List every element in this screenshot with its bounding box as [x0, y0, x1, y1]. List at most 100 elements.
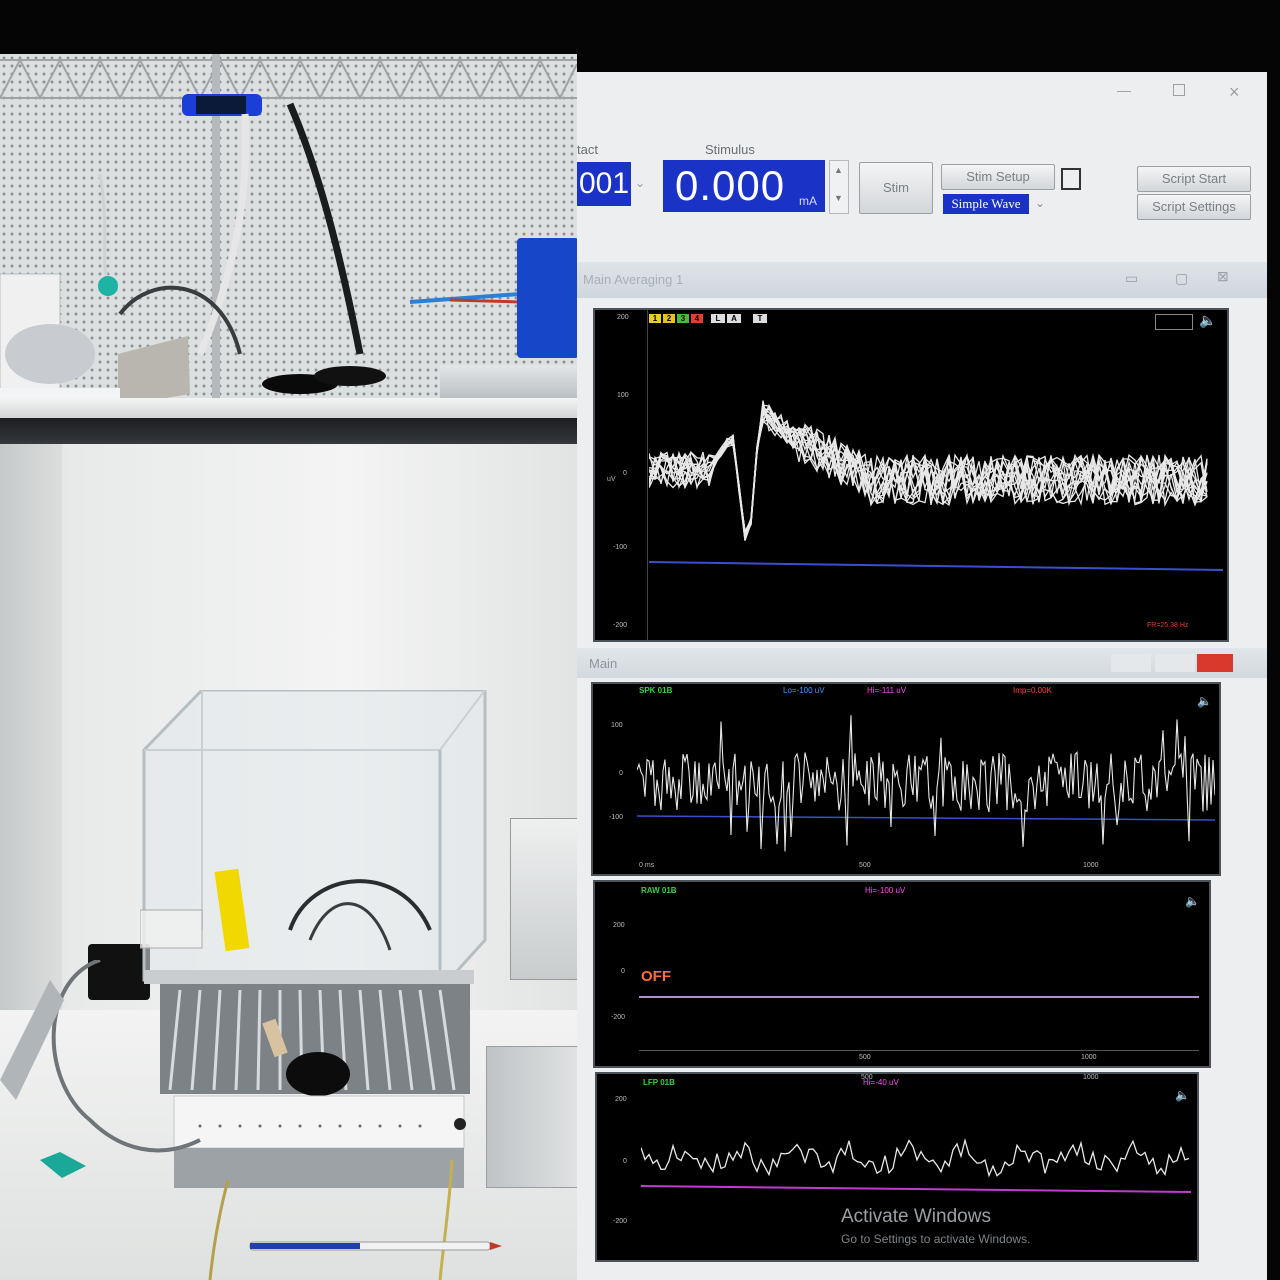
metal-device — [486, 1046, 577, 1188]
wire-rack-and-tubing — [0, 54, 577, 406]
y-tick: 100 — [617, 392, 629, 399]
trace-name: LFP 01B — [643, 1078, 675, 1087]
raw-trace-panel: RAW 01B Hi=-100 uV 🔈 200 0 -200 OFF 500 … — [593, 880, 1211, 1068]
stimulus-field[interactable]: 0.000 mA — [663, 160, 825, 212]
averaging-y-axis: 200 100 0 uV -100 -200 — [595, 310, 648, 640]
x-tick: 1000 — [1083, 862, 1099, 869]
close-icon[interactable] — [1197, 654, 1233, 672]
aluminium-block — [440, 365, 577, 401]
trace-name: SPK 01B — [639, 686, 673, 695]
raw-baseline — [639, 996, 1199, 998]
x-tick: 500 — [861, 1074, 873, 1081]
speaker-icon[interactable]: 🔈 — [1185, 894, 1200, 908]
tab-a[interactable]: A — [727, 314, 741, 323]
minimize-icon[interactable]: ▭ — [1125, 270, 1139, 286]
wave-chevron-icon[interactable]: ⌄ — [1035, 196, 1046, 210]
settings-toggle-icon[interactable] — [1061, 168, 1081, 190]
y-tick: -200 — [613, 1218, 628, 1225]
y-tick: 0 — [623, 1158, 627, 1165]
shelf-edge — [0, 398, 577, 420]
trace-info: Hi=-100 uV — [865, 886, 906, 895]
off-status: OFF — [641, 968, 671, 985]
y-tick: -100 — [609, 814, 624, 821]
averaging-window-title: Main Averaging 1 — [583, 272, 684, 287]
ceiling-dark — [0, 0, 577, 54]
wave-select[interactable]: Simple Wave — [943, 194, 1029, 214]
lfp-trace-panel: LFP 01B Hi=-40 uV 🔈 200 0 -200 500 1000 … — [595, 1072, 1199, 1262]
trace-name: RAW 01B — [641, 886, 677, 895]
averaging-window-titlebar: Main Averaging 1 ▭ ▢ ⊠ — [577, 262, 1267, 298]
fr-readout: FR=25.38 Hz — [1147, 622, 1189, 629]
blue-stimulator-box — [517, 238, 577, 358]
toolbar: tact 001 ⌄ Stimulus 0.000 mA ▲ ▼ Stim St… — [577, 112, 1267, 263]
contact-label: tact — [577, 142, 598, 157]
speaker-icon[interactable]: 🔈 — [1175, 1088, 1190, 1102]
averaged-trace — [649, 419, 1208, 534]
stimulus-value: 0.000 — [675, 162, 786, 209]
close-icon[interactable]: ⊠ — [1217, 268, 1229, 284]
channel-tab-3[interactable]: 3 — [677, 314, 689, 323]
stimulus-label: Stimulus — [705, 142, 755, 157]
channel-tab-4[interactable]: 4 — [691, 314, 703, 323]
trace-info: Imp=0.00K — [1013, 686, 1052, 695]
minimize-icon[interactable]: — — [1117, 82, 1131, 98]
y-tick: 200 — [615, 1096, 627, 1103]
x-tick: 0 ms — [639, 862, 655, 869]
speaker-icon[interactable]: 🔈 — [1197, 694, 1212, 708]
trace-info: Lo=-100 uV — [783, 686, 825, 695]
cabinet-side-wall — [0, 444, 62, 1044]
x-tick: 1000 — [1081, 1054, 1097, 1061]
script-start-button[interactable]: Script Start — [1137, 166, 1251, 192]
watermark-title: Activate Windows — [841, 1206, 991, 1227]
channel-tab-1[interactable]: 1 — [649, 314, 661, 323]
y-tick: -100 — [613, 544, 628, 551]
black-adapter — [88, 944, 150, 1000]
spk-trace-panel: SPK 01B Lo=-100 uV Hi=-111 uV Imp=0.00K … — [591, 682, 1221, 876]
y-tick: 200 — [617, 314, 629, 321]
minimize-icon[interactable] — [1111, 654, 1151, 672]
watermark-subtitle: Go to Settings to activate Windows. — [841, 1232, 1031, 1246]
floor-cables-and-syringe — [0, 960, 502, 1280]
contact-field[interactable]: 001 — [577, 162, 631, 206]
x-tick: 500 — [859, 862, 871, 869]
main-window-titlebar: Main — [577, 648, 1267, 678]
tab-l[interactable]: L — [711, 314, 725, 323]
lab-photo — [0, 0, 577, 1280]
chevron-down-icon[interactable]: ⌄ — [635, 176, 646, 190]
main-window-title: Main — [589, 656, 618, 671]
shelf-band — [0, 418, 577, 444]
script-settings-button[interactable]: Script Settings — [1137, 194, 1251, 220]
tab-t[interactable]: T — [753, 314, 767, 323]
spin-down-icon[interactable]: ▼ — [834, 193, 843, 203]
channel-tab-2[interactable]: 2 — [663, 314, 675, 323]
mouse-icon — [286, 1052, 350, 1096]
x-tick: 1000 — [1083, 1074, 1099, 1081]
speaker-icon[interactable]: 🔈 — [1199, 312, 1217, 328]
spin-up-icon[interactable]: ▲ — [834, 165, 843, 175]
maximize-icon[interactable] — [1155, 654, 1195, 672]
averaging-panel: 200 100 0 uV -100 -200 1 2 3 4 L A T 🔈 — [593, 308, 1229, 642]
monitor: — × tact 001 ⌄ Stimulus 0.000 mA ▲ ▼ Sti… — [577, 0, 1280, 1280]
y-tick: -200 — [611, 1014, 626, 1021]
maximize-icon[interactable] — [1173, 84, 1185, 96]
lfp-trace — [641, 1137, 1191, 1193]
y-tick: 0 — [623, 470, 627, 477]
zoom-icon[interactable] — [1155, 314, 1193, 330]
trace-info: Hi=-40 uV — [863, 1078, 899, 1087]
stimulus-spinner[interactable]: ▲ ▼ — [829, 160, 849, 214]
screen: — × tact 001 ⌄ Stimulus 0.000 mA ▲ ▼ Sti… — [577, 72, 1267, 1280]
x-tick: 500 — [859, 1054, 871, 1061]
stim-setup-button[interactable]: Stim Setup — [941, 164, 1055, 190]
spike-trace — [637, 715, 1215, 852]
y-tick: 0 — [619, 770, 623, 777]
acrylic-test-chamber — [140, 690, 487, 1188]
close-icon[interactable]: × — [1229, 82, 1240, 102]
x-axis — [639, 1050, 1199, 1051]
maximize-icon[interactable]: ▢ — [1175, 270, 1189, 286]
stimulus-unit: mA — [799, 194, 817, 208]
y-tick: 200 — [613, 922, 625, 929]
waveform-plot — [649, 400, 1223, 571]
stim-button[interactable]: Stim — [859, 162, 933, 214]
y-tick: 100 — [611, 722, 623, 729]
pegboard-wall — [0, 54, 577, 404]
